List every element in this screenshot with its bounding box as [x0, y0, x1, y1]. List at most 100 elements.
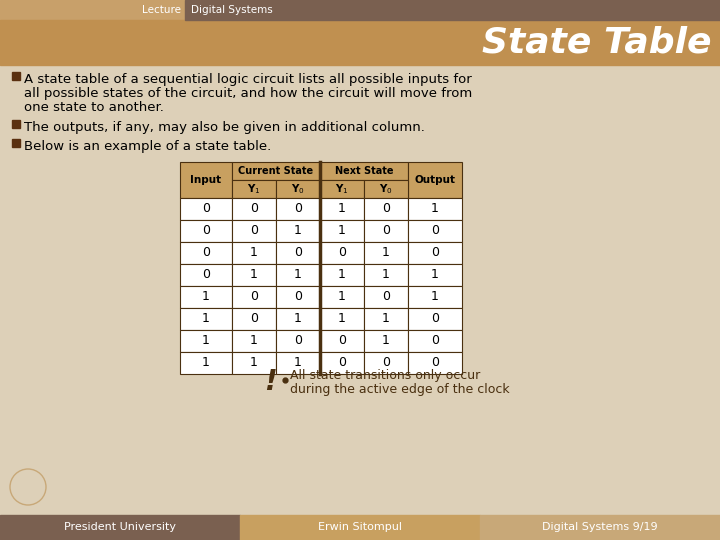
Text: 0: 0 — [431, 313, 439, 326]
Text: 0: 0 — [338, 334, 346, 348]
Bar — [364, 286, 408, 308]
Text: 1: 1 — [338, 291, 346, 303]
Text: 0: 0 — [202, 268, 210, 281]
Text: Below is an example of a state table.: Below is an example of a state table. — [24, 140, 271, 153]
Bar — [408, 162, 462, 198]
Text: 0: 0 — [250, 291, 258, 303]
Bar — [320, 220, 364, 242]
Bar — [180, 264, 232, 286]
Text: 1: 1 — [202, 356, 210, 369]
Text: 1: 1 — [250, 334, 258, 348]
Bar — [180, 242, 232, 264]
Text: 0: 0 — [382, 291, 390, 303]
Text: President University: President University — [64, 523, 176, 532]
Bar — [0, 20, 720, 65]
Bar — [364, 220, 408, 242]
Text: 0: 0 — [382, 202, 390, 215]
Text: The outputs, if any, may also be given in additional column.: The outputs, if any, may also be given i… — [24, 121, 425, 134]
Bar — [320, 162, 408, 180]
Text: !: ! — [264, 368, 276, 396]
Bar — [408, 308, 462, 330]
Bar — [185, 0, 720, 20]
Text: 0: 0 — [202, 225, 210, 238]
Bar — [12, 72, 20, 80]
Bar — [232, 162, 320, 180]
Text: 0: 0 — [431, 356, 439, 369]
Text: 1: 1 — [294, 313, 302, 326]
Text: 0: 0 — [202, 246, 210, 260]
Bar — [408, 242, 462, 264]
Bar — [232, 198, 276, 220]
Text: all possible states of the circuit, and how the circuit will move from: all possible states of the circuit, and … — [24, 87, 472, 100]
Bar — [276, 330, 320, 352]
Text: 0: 0 — [431, 246, 439, 260]
Text: 0: 0 — [431, 225, 439, 238]
Text: 1: 1 — [202, 291, 210, 303]
Text: Input: Input — [190, 175, 222, 185]
Bar — [320, 330, 364, 352]
Bar — [180, 286, 232, 308]
Text: 1: 1 — [202, 313, 210, 326]
Text: Lecture: Lecture — [142, 5, 181, 15]
Bar — [320, 308, 364, 330]
Bar — [408, 220, 462, 242]
Text: 1: 1 — [382, 334, 390, 348]
Bar — [320, 180, 364, 198]
Bar — [364, 330, 408, 352]
Text: A state table of a sequential logic circuit lists all possible inputs for: A state table of a sequential logic circ… — [24, 73, 472, 86]
Bar — [408, 264, 462, 286]
Text: 1: 1 — [250, 246, 258, 260]
Bar — [180, 220, 232, 242]
Text: 1: 1 — [382, 246, 390, 260]
Bar — [320, 352, 364, 374]
Text: 1: 1 — [431, 291, 439, 303]
Bar — [276, 352, 320, 374]
Bar — [364, 242, 408, 264]
Text: All state transitions only occur: All state transitions only occur — [290, 369, 480, 382]
Text: Y$_0$: Y$_0$ — [379, 182, 393, 196]
Text: Output: Output — [415, 175, 456, 185]
Bar — [276, 198, 320, 220]
Text: 1: 1 — [431, 202, 439, 215]
Text: 0: 0 — [431, 334, 439, 348]
Text: 1: 1 — [294, 225, 302, 238]
Text: 1: 1 — [250, 356, 258, 369]
Text: 1: 1 — [338, 268, 346, 281]
Text: during the active edge of the clock: during the active edge of the clock — [290, 382, 510, 395]
Bar — [232, 286, 276, 308]
Bar — [240, 515, 480, 540]
Text: 0: 0 — [202, 202, 210, 215]
Text: Erwin Sitompul: Erwin Sitompul — [318, 523, 402, 532]
Bar — [180, 308, 232, 330]
Bar — [320, 264, 364, 286]
Bar — [320, 286, 364, 308]
Bar — [480, 515, 720, 540]
Bar — [12, 120, 20, 128]
Text: one state to another.: one state to another. — [24, 101, 164, 114]
Bar — [276, 242, 320, 264]
Bar — [232, 264, 276, 286]
Bar — [364, 308, 408, 330]
Bar — [276, 220, 320, 242]
Text: State Table: State Table — [482, 25, 712, 59]
Bar — [12, 139, 20, 147]
Text: 0: 0 — [338, 356, 346, 369]
Bar — [180, 330, 232, 352]
Text: 0: 0 — [294, 291, 302, 303]
Bar — [232, 308, 276, 330]
Bar — [320, 198, 364, 220]
Bar — [408, 352, 462, 374]
Text: Current State: Current State — [238, 166, 314, 176]
Bar — [276, 286, 320, 308]
Text: Y$_0$: Y$_0$ — [291, 182, 305, 196]
Text: Digital Systems: Digital Systems — [191, 5, 273, 15]
Bar — [232, 180, 276, 198]
Bar — [320, 242, 364, 264]
Text: 0: 0 — [294, 334, 302, 348]
Bar — [364, 198, 408, 220]
Bar — [232, 352, 276, 374]
Text: Next State: Next State — [335, 166, 393, 176]
Text: 0: 0 — [250, 225, 258, 238]
Bar — [408, 330, 462, 352]
Text: 1: 1 — [294, 268, 302, 281]
